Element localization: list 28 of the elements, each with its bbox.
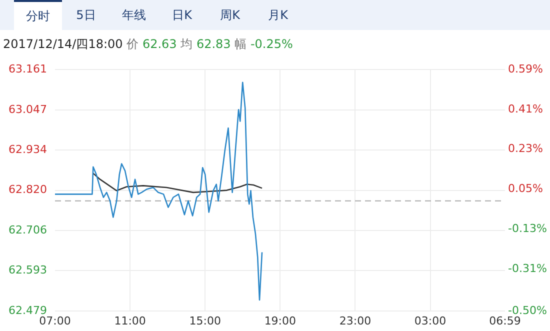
y2-tick-label: 0.41%: [508, 102, 543, 116]
x-tick-label: 15:00: [189, 314, 221, 328]
y2-tick-label: 0.59%: [508, 62, 543, 76]
y-tick-label: 62.934: [8, 142, 47, 156]
chart-subtitle: 2017/12/14/四18:00 价 62.63 均 62.83 幅 -0.25%: [3, 37, 293, 51]
text: 周K: [219, 7, 241, 24]
text: 年线: [121, 7, 147, 24]
text: 5日: [75, 7, 97, 24]
y2-tick-label: 0.05%: [508, 182, 543, 196]
x-tick-label: 07:00: [39, 314, 71, 328]
y-tick-label: 63.047: [8, 102, 47, 116]
x-tick-label: 11:00: [114, 314, 146, 328]
x-tick-label: 19:00: [264, 314, 296, 328]
y-tick-label: 62.479: [8, 304, 47, 317]
x-tick-label: 23:00: [339, 314, 372, 328]
y-tick-label: 62.820: [8, 183, 47, 196]
y-tick-label: 62.706: [8, 224, 47, 237]
x-tick-label: 06:59: [489, 314, 521, 328]
x-tick-label: 03:00: [414, 314, 446, 328]
y2-tick-label: 0.23%: [508, 142, 543, 156]
y-tick-label: 63.161: [8, 62, 47, 76]
y2-tick-label: -0.31%: [508, 262, 547, 275]
y2-tick-label: -0.50%: [508, 304, 547, 317]
text: 月K: [267, 7, 289, 24]
text: 分时: [14, 0, 62, 30]
y-tick-label: 62.593: [8, 264, 47, 277]
y2-tick-label: -0.13%: [508, 222, 547, 235]
text: 日K: [171, 7, 193, 24]
